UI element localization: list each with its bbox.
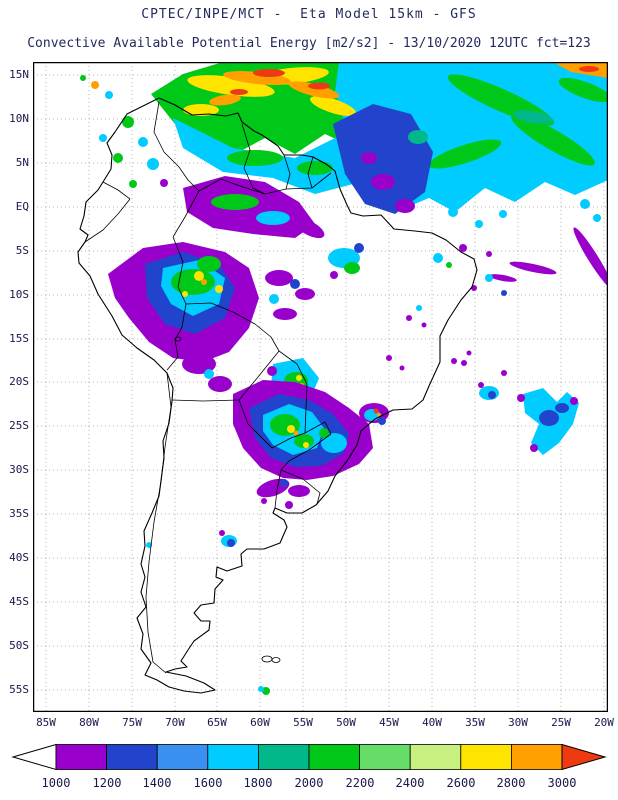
lat-label: 25S (9, 419, 29, 432)
colorbar-label: 2200 (346, 776, 375, 790)
lon-label: 50W (336, 716, 356, 729)
lon-label: 35W (465, 716, 485, 729)
lake-titicaca (174, 336, 182, 342)
colorbar-label: 2000 (295, 776, 324, 790)
cape-region-atlantic (451, 350, 579, 455)
lat-label: 10N (9, 112, 29, 125)
colorbar-segment-yellow (460, 744, 512, 770)
below-min-arrow (11, 744, 57, 771)
lon-label: 20W (594, 716, 614, 729)
cape-field (80, 62, 608, 695)
colorbar-segment-lightgreen (359, 744, 411, 770)
colorbar-segments (55, 744, 563, 770)
colorbar-segment-teal (257, 744, 310, 770)
lon-label: 40W (422, 716, 442, 729)
lat-label: 15S (9, 332, 29, 345)
lon-label: 55W (293, 716, 313, 729)
colorbar-label: 1000 (42, 776, 71, 790)
above-max-arrow (561, 744, 607, 771)
lon-label: 45W (379, 716, 399, 729)
lat-label: 40S (9, 551, 29, 564)
lat-label: 5N (15, 156, 29, 169)
falkland-islands (261, 655, 273, 663)
lon-label: 65W (207, 716, 227, 729)
colorbar-label: 2600 (447, 776, 476, 790)
colorbar-label: 2400 (396, 776, 425, 790)
cape-region-south (233, 380, 389, 509)
colorbar-segment-cyan (207, 744, 259, 770)
colorbar-label: 3000 (548, 776, 577, 790)
falkland-islands (271, 657, 281, 663)
lat-label: 50S (9, 639, 29, 652)
colorbar-segment-lightblue (156, 744, 209, 770)
country-borders (84, 101, 332, 674)
lat-label: 10S (9, 288, 29, 301)
colorbar-label: 1400 (143, 776, 172, 790)
lon-label: 80W (79, 716, 99, 729)
lat-label: 45S (9, 595, 29, 608)
lat-label: 35S (9, 507, 29, 520)
colorbar-label: 1600 (194, 776, 223, 790)
coastline-borders (77, 97, 478, 694)
colorbar-segment-purple (55, 744, 107, 770)
lat-label: EQ (15, 200, 29, 213)
lat-label: 55S (9, 683, 29, 696)
colorbar-label: 2800 (497, 776, 526, 790)
colorbar: 1000 1200 1400 1600 1800 2000 2200 2400 … (11, 744, 607, 790)
colorbar-segment-green (308, 744, 360, 770)
lat-label: 30S (9, 463, 29, 476)
cape-region-north (80, 62, 608, 289)
map-frame (33, 62, 608, 712)
model-title: CPTEC/INPE/MCT - Eta Model 15km - GFS (141, 7, 477, 22)
cape-region-west-amazon (108, 242, 507, 405)
lat-label: 5S (15, 244, 29, 257)
lon-label: 25W (551, 716, 571, 729)
colorbar-segment-orange (510, 744, 563, 770)
coastline (77, 97, 478, 694)
lon-label: 85W (36, 716, 56, 729)
lon-label: 75W (122, 716, 142, 729)
product-title: Convective Available Potential Energy [m… (27, 36, 591, 51)
lon-label: 70W (165, 716, 185, 729)
lon-label: 60W (250, 716, 270, 729)
colorbar-label: 1200 (93, 776, 122, 790)
lat-label: 15N (9, 68, 29, 81)
lon-label: 30W (508, 716, 528, 729)
colorbar-segment-blue (106, 744, 158, 770)
lat-label: 20S (9, 375, 29, 388)
colorbar-segment-palegreen (409, 744, 462, 770)
map-canvas (33, 62, 608, 712)
cape-region-patagonia (146, 530, 270, 695)
colorbar-label: 1800 (244, 776, 273, 790)
